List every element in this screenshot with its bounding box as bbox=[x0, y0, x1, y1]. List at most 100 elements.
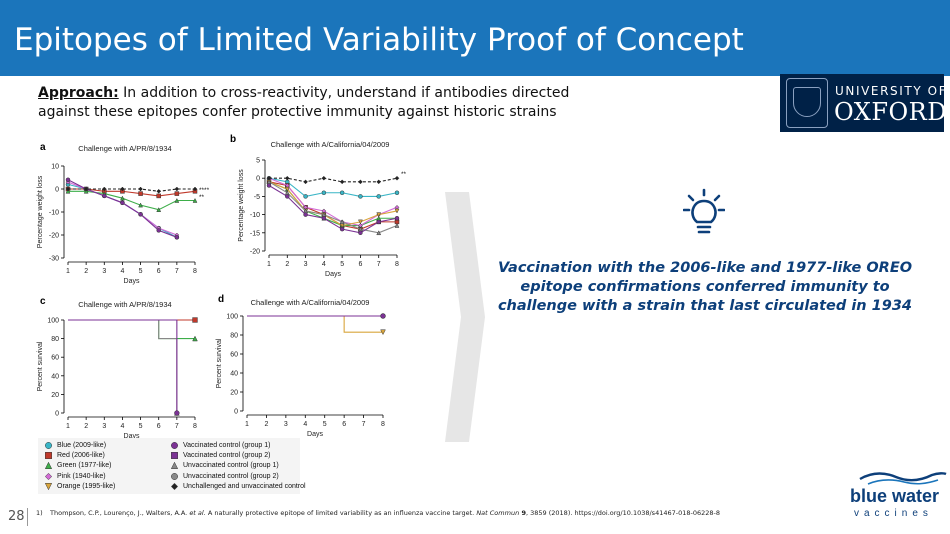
data-point bbox=[358, 194, 363, 199]
data-point bbox=[266, 183, 272, 188]
x-tick-label: 3 bbox=[304, 261, 308, 268]
data-point bbox=[376, 212, 382, 218]
y-tick-label: -15 bbox=[250, 230, 260, 237]
x-axis-label: Days bbox=[124, 433, 140, 440]
legend-label: Vaccinated control (group 2) bbox=[183, 452, 271, 460]
series-line bbox=[68, 319, 178, 413]
data-point bbox=[380, 329, 386, 336]
legend-marker bbox=[45, 452, 52, 460]
data-point bbox=[156, 207, 162, 212]
oxford-line2: OXFORD bbox=[834, 98, 947, 126]
y-tick-label: 0 bbox=[234, 409, 238, 416]
lightbulb-icon bbox=[683, 188, 725, 234]
data-point bbox=[174, 191, 180, 196]
x-tick-label: 4 bbox=[303, 421, 307, 428]
x-tick-label: 8 bbox=[193, 423, 197, 430]
approach-body: In addition to cross-reactivity, underst… bbox=[38, 85, 570, 120]
legend-marker bbox=[44, 472, 53, 480]
y-tick-label: -20 bbox=[250, 249, 260, 256]
conclusion-text: Vaccination with the 2006-like and 1977-… bbox=[497, 260, 913, 314]
legend-marker-icon bbox=[44, 482, 53, 491]
x-tick-label: 8 bbox=[193, 268, 197, 275]
data-point bbox=[376, 179, 382, 185]
data-point bbox=[394, 222, 400, 228]
data-point bbox=[394, 190, 400, 196]
series-line bbox=[268, 185, 398, 234]
y-tick-label: 10 bbox=[51, 164, 59, 171]
data-point bbox=[303, 179, 308, 185]
x-tick-label: 5 bbox=[323, 421, 327, 428]
x-tick-label: 6 bbox=[358, 261, 362, 268]
legend-marker bbox=[44, 482, 53, 491]
data-point bbox=[339, 219, 345, 225]
y-tick-label: 5 bbox=[256, 158, 260, 165]
series-line bbox=[68, 190, 195, 211]
series-line bbox=[68, 319, 178, 413]
x-tick-label: 5 bbox=[139, 268, 143, 275]
y-axis-label: Percent survival bbox=[216, 338, 223, 388]
y-tick-label: 60 bbox=[230, 352, 238, 359]
data-point bbox=[192, 197, 198, 203]
legend-marker-icon bbox=[171, 472, 178, 480]
data-point bbox=[192, 186, 198, 192]
data-point bbox=[339, 226, 345, 232]
legend-marker bbox=[44, 462, 53, 470]
footnote-etal: et al. bbox=[189, 509, 206, 517]
chart-legend: Blue (2009-like) Red (2006-like) Green (19… bbox=[38, 438, 306, 494]
data-point bbox=[380, 313, 386, 319]
data-point bbox=[376, 194, 381, 199]
data-point bbox=[156, 188, 162, 194]
footnote-authors: Thompson, C.P., Lourenço, J., Walters, A… bbox=[50, 509, 190, 517]
legend-item: Blue (2009-like) bbox=[44, 441, 106, 450]
data-point bbox=[394, 215, 400, 221]
data-point bbox=[358, 179, 363, 185]
footnote-volume: 9 bbox=[519, 509, 526, 517]
data-point bbox=[284, 175, 290, 181]
footnote-text: Thompson, C.P., Lourenço, J., Walters, A… bbox=[50, 509, 730, 519]
x-tick-label: 1 bbox=[66, 423, 70, 430]
legend-item: Unvaccinated control (group 2) bbox=[170, 472, 279, 481]
y-tick-label: 40 bbox=[51, 373, 59, 380]
data-point bbox=[120, 186, 125, 192]
panel-d-letter: d bbox=[218, 294, 225, 305]
series-line bbox=[268, 181, 398, 234]
data-point bbox=[174, 186, 180, 192]
oxford-seal-icon bbox=[786, 78, 828, 128]
data-point bbox=[156, 228, 161, 233]
approach-label: Approach: bbox=[38, 85, 119, 101]
legend-label: Green (1977-like) bbox=[57, 462, 112, 470]
x-tick-label: 7 bbox=[175, 423, 179, 430]
legend-label: Unvaccinated control (group 1) bbox=[183, 462, 279, 470]
y-axis-label: Percentage weight loss bbox=[238, 169, 245, 242]
series-line bbox=[268, 177, 398, 197]
legend-item: Green (1977-like) bbox=[44, 461, 111, 470]
legend-marker-icon bbox=[44, 462, 53, 470]
data-point bbox=[102, 193, 107, 199]
data-point bbox=[174, 235, 180, 240]
x-tick-label: 7 bbox=[362, 421, 366, 428]
bw-line1: blue water bbox=[850, 486, 940, 506]
oxford-line1: UNIVERSITY OF bbox=[835, 84, 948, 98]
x-axis-label: Days bbox=[124, 278, 140, 285]
chart-title: Challenge with A/California/04/2009 bbox=[251, 298, 370, 307]
x-tick-label: 3 bbox=[102, 268, 106, 275]
chart-title: Challenge with A/PR/8/1934 bbox=[78, 300, 171, 309]
y-tick-label: 80 bbox=[230, 333, 238, 340]
x-tick-label: 7 bbox=[175, 268, 179, 275]
data-point bbox=[339, 179, 345, 185]
legend-marker bbox=[170, 482, 179, 490]
x-tick-label: 2 bbox=[84, 268, 88, 275]
x-tick-label: 4 bbox=[120, 268, 124, 275]
x-tick-label: 7 bbox=[377, 261, 381, 268]
data-point bbox=[358, 219, 363, 225]
legend-label: Orange (1995-like) bbox=[57, 482, 116, 490]
series-line bbox=[268, 177, 398, 227]
legend-item: Red (2006-like) bbox=[44, 451, 105, 460]
legend-item: Unchallenged and unvaccinated control bbox=[170, 482, 306, 491]
y-tick-label: -30 bbox=[49, 256, 59, 263]
data-point bbox=[83, 186, 89, 192]
data-point bbox=[376, 219, 381, 225]
bw-line2: vaccines bbox=[854, 508, 933, 519]
x-axis-label: Days bbox=[307, 431, 323, 438]
legend-label: Pink (1940-like) bbox=[57, 472, 106, 480]
